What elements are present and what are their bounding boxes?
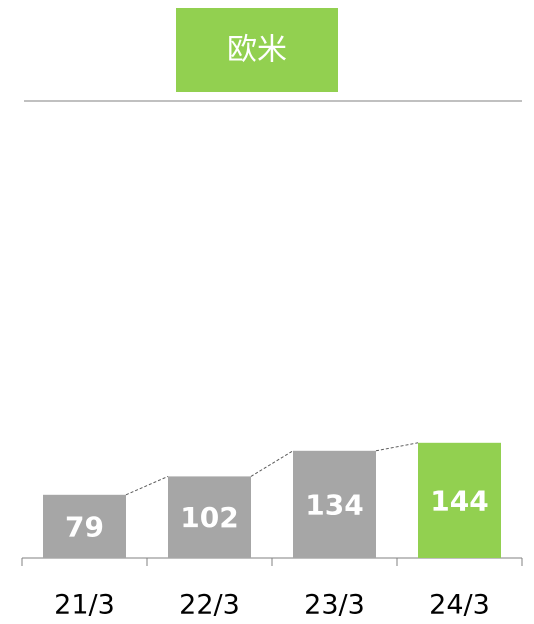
value-label: 79	[65, 510, 104, 543]
connector	[375, 442, 419, 452]
bar	[293, 450, 376, 558]
bar	[418, 442, 501, 558]
title-box	[176, 8, 338, 92]
x-tick-label: 23/3	[304, 590, 365, 621]
chart-title: 欧米	[227, 33, 287, 68]
bar	[43, 494, 126, 558]
bar	[168, 476, 251, 558]
value-label: 134	[305, 488, 363, 521]
x-tick-label: 22/3	[179, 590, 240, 621]
value-label: 102	[180, 501, 238, 534]
connector	[250, 450, 294, 477]
value-label: 144	[430, 484, 488, 517]
connector	[125, 475, 169, 496]
x-tick-label: 21/3	[54, 590, 115, 621]
x-tick-label: 24/3	[429, 590, 490, 621]
